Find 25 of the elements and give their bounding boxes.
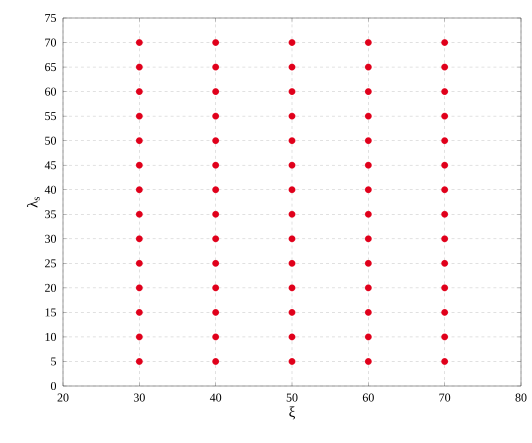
x-tick-label: 30 [134, 394, 145, 402]
y-tick-label: 45 [44, 161, 56, 170]
y-tick-label: 60 [45, 88, 56, 96]
y-tick-label: 25 [45, 259, 56, 268]
y-tick-label: 55 [45, 112, 56, 120]
x-tick-label: 50 [286, 394, 298, 402]
y-tick-label: 40 [44, 186, 56, 194]
y-tick-label: 0 [50, 382, 56, 390]
y-tick-label: 75 [45, 14, 56, 22]
y-tick-label: 20 [45, 284, 56, 292]
y-tick-label: 5 [51, 357, 56, 366]
x-tick-label: 40 [210, 394, 222, 402]
y-tick-label: 70 [45, 38, 56, 47]
y-tick-label: 15 [46, 308, 56, 316]
x-axis-title: ξ [289, 406, 295, 420]
x-tick-label: 60 [362, 394, 374, 402]
y-axis-title: λ$_{s}$ [26, 196, 40, 208]
x-tick-label: 80 [515, 394, 527, 402]
y-tick-label: 10 [46, 332, 56, 341]
y-tick-label: 50 [45, 136, 56, 145]
y-tick-label: 30 [45, 234, 56, 243]
x-tick-label: 20 [58, 394, 69, 402]
y-tick-label: 35 [45, 210, 56, 218]
y-tick-label: 65 [45, 63, 56, 72]
x-tick-label: 70 [439, 394, 450, 402]
